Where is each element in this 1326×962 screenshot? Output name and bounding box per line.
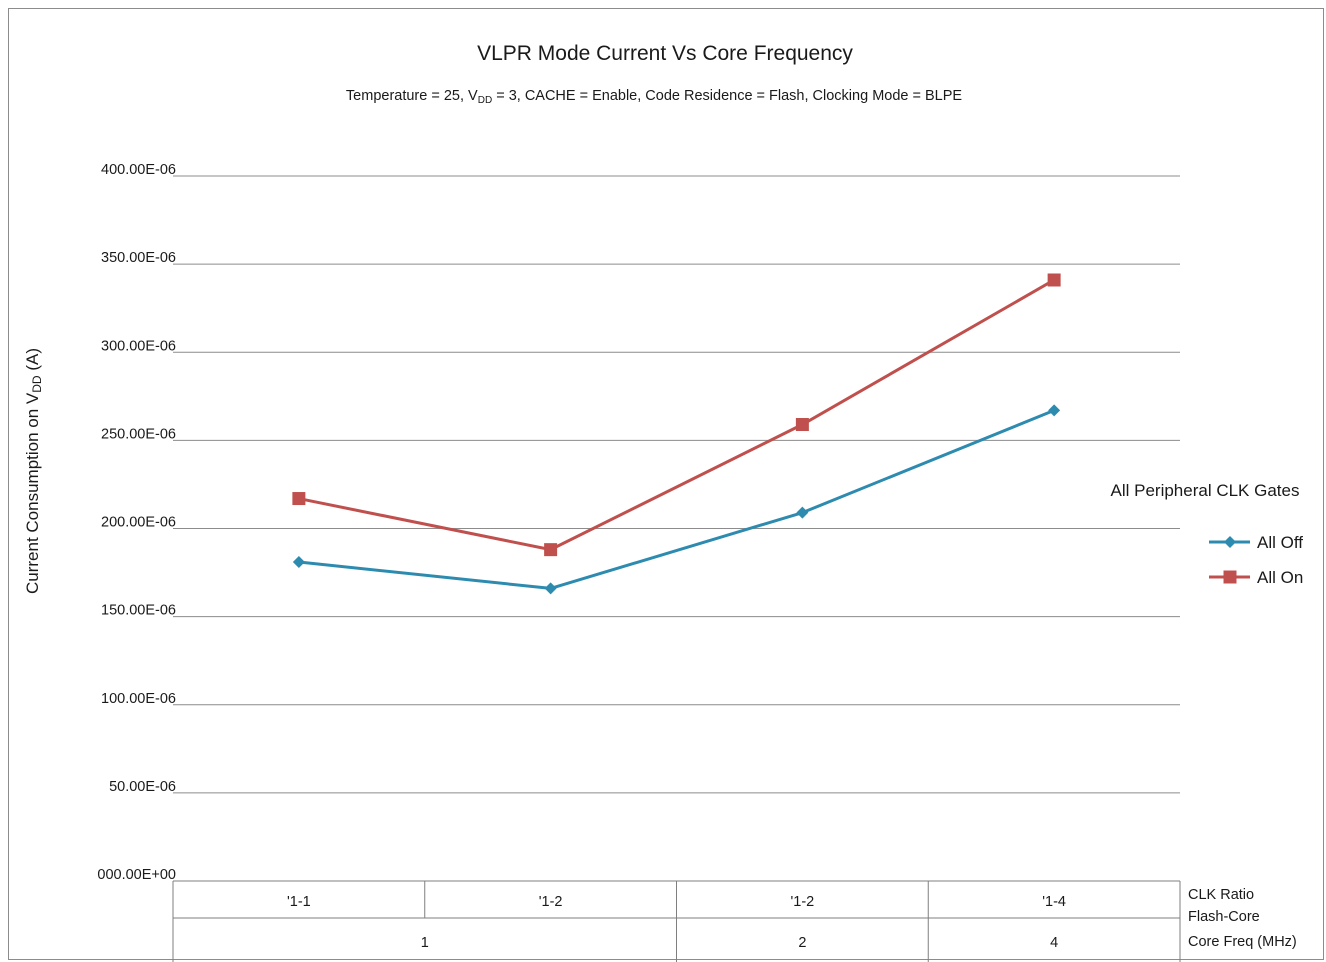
- data-point: [544, 543, 558, 557]
- y-tick-label: 000.00E+00: [97, 867, 176, 883]
- y-tick-label: 150.00E-06: [101, 603, 176, 619]
- legend: All Peripheral CLK Gates All Off All On: [1111, 481, 1304, 587]
- axis-level-label-flash-core: Flash-Core: [1188, 909, 1260, 925]
- chart-frame: [8, 8, 1324, 960]
- legend-label: All Off: [1257, 533, 1303, 552]
- y-axis-ticks: 400.00E-06 350.00E-06 300.00E-06 250.00E-06…: [97, 162, 176, 883]
- series-line: [298, 278, 1055, 552]
- data-point: [544, 582, 557, 595]
- legend-label: All On: [1257, 568, 1303, 587]
- series-line: [298, 409, 1055, 590]
- x-tick-label: '1-2: [539, 894, 563, 910]
- data-point: [795, 418, 809, 432]
- y-tick-label: 350.00E-06: [101, 250, 176, 266]
- data-point: [292, 555, 305, 568]
- x-tick-label: '1-1: [287, 894, 311, 910]
- x-tick-label: '1-2: [791, 894, 815, 910]
- data-point: [1048, 404, 1061, 417]
- data-point: [292, 492, 306, 506]
- y-tick-label: 50.00E-06: [109, 779, 176, 795]
- y-tick-label: 100.00E-06: [101, 691, 176, 707]
- legend-marker: [1223, 570, 1237, 584]
- y-tick-label: 200.00E-06: [101, 515, 176, 531]
- axis-level-label-clk-ratio: CLK Ratio: [1188, 887, 1254, 903]
- x-tick-label: '1-4: [1042, 894, 1066, 910]
- y-tick-label: 300.00E-06: [101, 338, 176, 354]
- data-point: [796, 506, 809, 519]
- chart-title: VLPR Mode Current Vs Core Frequency: [477, 42, 853, 65]
- legend-title: All Peripheral CLK Gates: [1111, 481, 1300, 500]
- x-group-label: 2: [798, 935, 806, 951]
- axis-level-label-core-freq: Core Freq (MHz): [1188, 934, 1297, 950]
- x-group-label: 1: [421, 935, 429, 951]
- chart-subtitle: Temperature = 25, VDD = 3, CACHE = Enabl…: [346, 88, 962, 106]
- x-axis: '1-1 '1-2 '1-2 '1-4 1 2 4: [172, 880, 1181, 962]
- data-point: [1047, 273, 1061, 287]
- y-axis-title: Current Consumption on VDD (A): [23, 348, 44, 594]
- legend-marker: [1224, 536, 1236, 548]
- series-layer: [292, 273, 1061, 595]
- y-tick-label: 250.00E-06: [101, 426, 176, 442]
- x-group-label: 4: [1050, 935, 1058, 951]
- y-tick-label: 400.00E-06: [101, 162, 176, 178]
- x-axis-level-labels: CLK Ratio Flash-Core Core Freq (MHz): [1188, 887, 1297, 950]
- gridlines: [173, 175, 1180, 882]
